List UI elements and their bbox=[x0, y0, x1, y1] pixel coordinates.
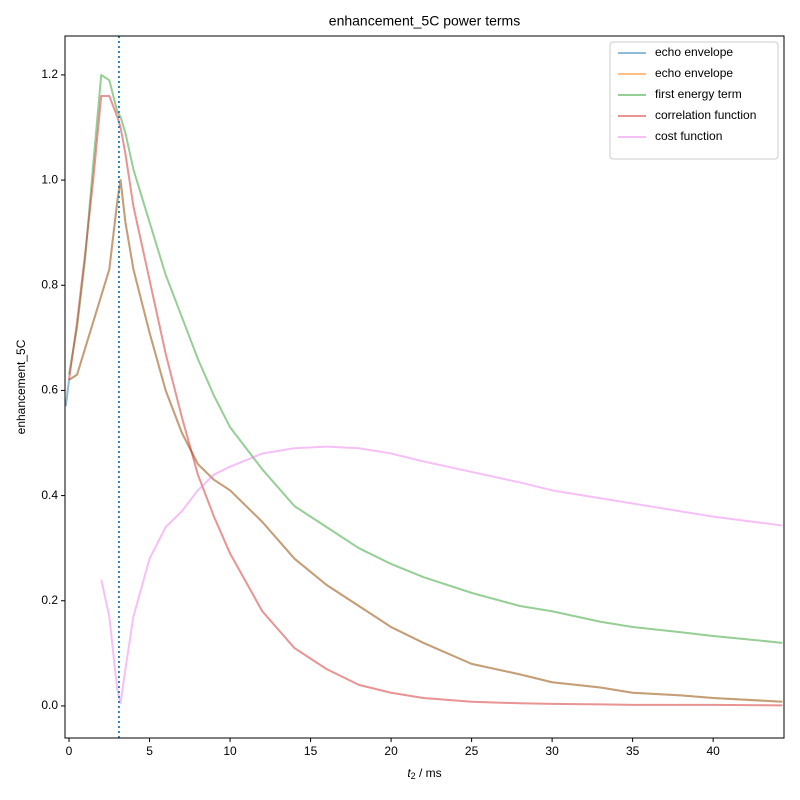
y-tick-label: 0.2 bbox=[41, 593, 58, 607]
x-label-unit: / ms bbox=[416, 766, 442, 780]
x-tick-label: 30 bbox=[545, 744, 559, 758]
x-tick-label: 35 bbox=[626, 744, 640, 758]
series-line bbox=[68, 94, 783, 707]
legend-label: echo envelope bbox=[655, 66, 733, 80]
y-tick-label: 0.6 bbox=[41, 383, 58, 397]
legend-label: cost function bbox=[655, 129, 722, 143]
y-tick-label: 1.0 bbox=[41, 172, 58, 186]
series-line bbox=[68, 179, 783, 703]
chart-title: enhancement_5C power terms bbox=[329, 13, 520, 29]
x-axis-label: t2 / ms bbox=[407, 766, 441, 781]
y-tick-label: 0.8 bbox=[41, 277, 58, 291]
y-tick-label: 1.2 bbox=[41, 67, 58, 81]
y-tick-label: 0.4 bbox=[41, 488, 58, 502]
x-label-symbol: t bbox=[407, 766, 411, 780]
plot-lines bbox=[65, 73, 783, 707]
series-line bbox=[68, 73, 783, 644]
legend-label: first energy term bbox=[655, 87, 742, 101]
series-line bbox=[100, 445, 783, 705]
legend-label: echo envelope bbox=[655, 45, 733, 59]
x-tick-label: 5 bbox=[146, 744, 153, 758]
y-axis-label: enhancement_5C bbox=[14, 339, 28, 434]
plot-frame bbox=[64, 35, 785, 739]
x-tick-label: 25 bbox=[465, 744, 479, 758]
x-tick-label: 15 bbox=[304, 744, 318, 758]
x-label-subscript: 2 bbox=[411, 771, 416, 781]
x-tick-label: 40 bbox=[706, 744, 720, 758]
y-tick-label: 0.0 bbox=[41, 698, 58, 712]
legend-label: correlation function bbox=[655, 108, 756, 122]
x-tick-label: 20 bbox=[384, 744, 398, 758]
x-tick-label: 10 bbox=[223, 744, 237, 758]
x-tick-label: 0 bbox=[66, 744, 73, 758]
legend-box bbox=[609, 41, 779, 160]
